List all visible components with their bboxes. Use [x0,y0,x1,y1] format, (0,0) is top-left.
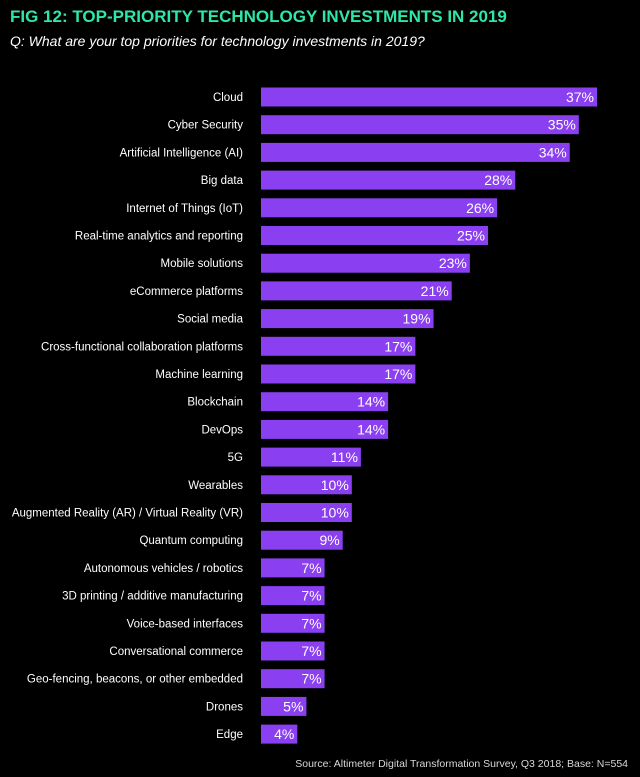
bar [261,309,434,329]
value-label: 4% [274,726,294,742]
value-label: 34% [539,144,567,160]
value-label: 7% [301,671,321,687]
category-label: Blockchain [187,397,243,409]
category-label: Autonomous vehicles / robotics [84,563,243,575]
bar [261,198,498,218]
value-label: 9% [319,532,339,548]
category-label: Machine learning [155,369,243,381]
category-label: Drones [206,701,243,713]
bar [261,530,343,550]
chart-title: FIG 12: TOP-PRIORITY TECHNOLOGY INVESTME… [10,7,507,26]
category-label: Cyber Security [168,120,244,132]
category-label: Wearables [188,480,243,492]
value-label: 5% [283,698,303,714]
source-note: Source: Altimeter Digital Transformation… [295,758,628,770]
bar [261,87,597,107]
bar [261,696,307,716]
bar [261,724,298,744]
value-label: 23% [439,255,467,271]
category-label: Big data [201,175,244,187]
category-label: Voice-based interfaces [127,618,244,630]
bar [261,281,452,301]
bar [261,475,352,495]
bar [261,226,489,245]
category-label: Social media [177,314,243,326]
value-label: 7% [301,560,321,576]
value-label: 19% [403,311,431,327]
value-label: 7% [301,588,321,604]
value-label: 10% [321,505,349,521]
bar [261,503,352,522]
bar [261,558,325,578]
category-label: 5G [228,452,243,464]
bar [261,170,516,190]
bar [261,142,570,162]
category-label: Augmented Reality (AR) / Virtual Reality… [12,508,243,520]
category-label: 3D printing / additive manufacturing [62,591,243,603]
bar [261,419,389,439]
bar [261,336,416,356]
category-label: Internet of Things (IoT) [126,203,243,215]
category-label: Mobile solutions [161,258,244,270]
value-label: 14% [357,394,385,410]
category-label: DevOps [201,424,243,436]
category-label: Real-time analytics and reporting [75,231,243,243]
value-label: 26% [466,200,494,216]
bar [261,392,389,412]
bar [261,364,416,384]
value-label: 7% [301,615,321,631]
category-label: Artificial Intelligence (AI) [120,147,244,159]
category-label: Quantum computing [139,535,243,547]
value-label: 21% [421,283,449,299]
category-label: eCommerce platforms [130,286,243,298]
value-label: 28% [484,172,512,188]
value-label: 7% [301,643,321,659]
bar [261,641,325,661]
value-label: 14% [357,421,385,437]
category-label: Edge [216,729,243,741]
value-label: 37% [566,89,594,105]
chart-subtitle: Q: What are your top priorities for tech… [10,33,425,49]
value-label: 17% [384,338,412,354]
category-label: Geo-fencing, beacons, or other embedded [27,674,243,686]
value-label: 35% [548,117,576,133]
bar [261,115,579,135]
bar [261,253,470,273]
value-label: 17% [384,366,412,382]
category-label: Cross-functional collaboration platforms [41,341,243,353]
value-label: 11% [331,449,358,465]
bar [261,586,325,606]
bar [261,613,325,633]
value-label: 25% [457,228,485,244]
bar [261,447,361,467]
category-label: Cloud [213,92,243,104]
bar [261,669,325,689]
category-label: Conversational commerce [109,646,243,658]
value-label: 10% [321,477,349,493]
